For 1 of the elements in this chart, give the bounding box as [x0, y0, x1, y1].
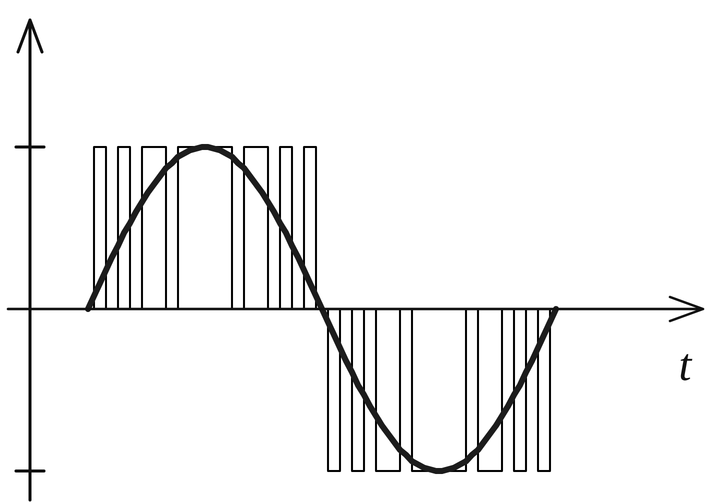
x-axis-title: t [678, 339, 693, 390]
